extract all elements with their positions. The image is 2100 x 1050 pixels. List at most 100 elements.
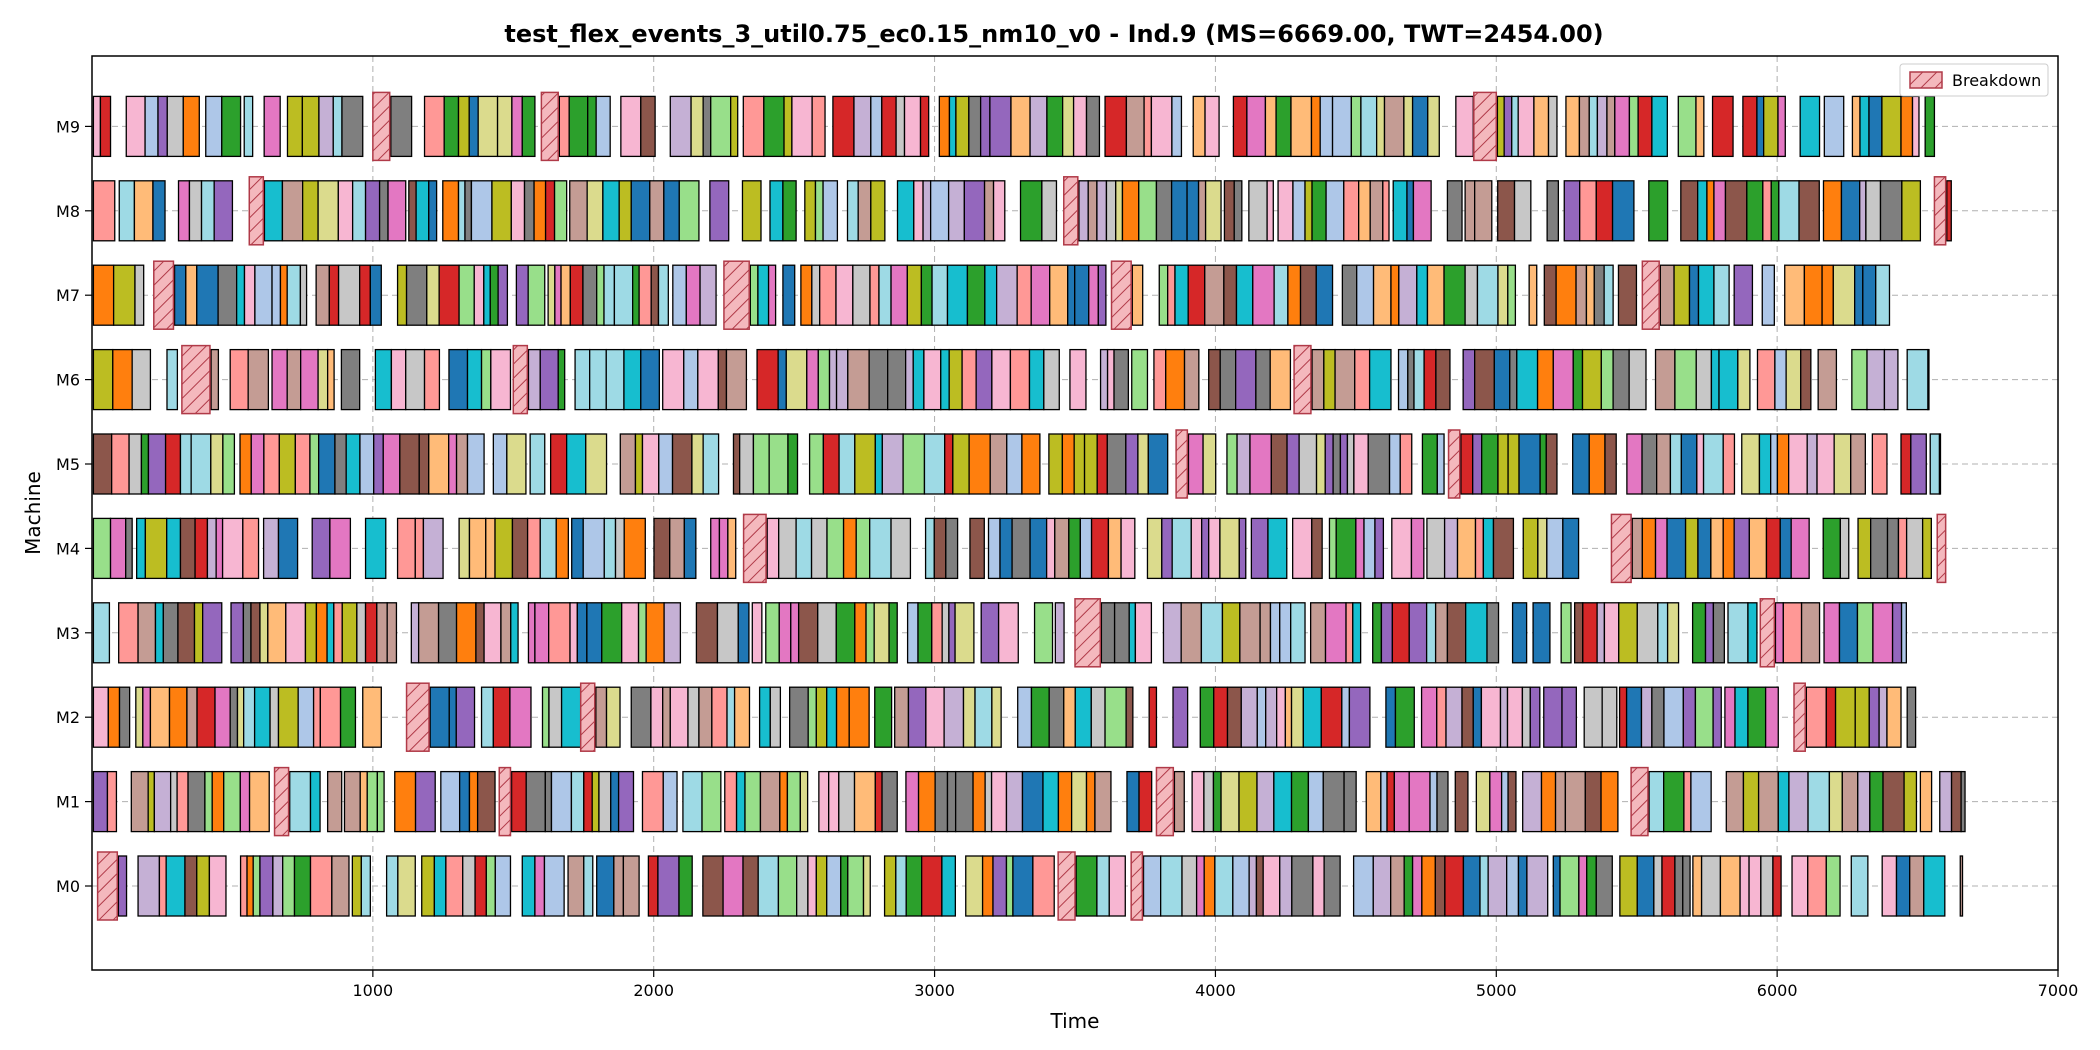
breakdown-bar [1759, 598, 1776, 668]
operation-bar [657, 855, 680, 917]
operation-bar [1341, 686, 1351, 748]
operation-bar [1094, 770, 1112, 833]
operation-bar [1174, 264, 1189, 326]
operation-bar [737, 602, 750, 664]
operation-bar [1543, 264, 1557, 326]
operation-bar [1683, 770, 1692, 833]
operation-bar [1547, 95, 1558, 158]
operation-bar [726, 686, 736, 748]
operation-bar [359, 770, 368, 833]
operation-bar [565, 433, 587, 495]
operation-bar [702, 855, 724, 917]
operation-bar [376, 770, 385, 833]
operation-bar [1807, 770, 1831, 833]
operation-bar [140, 433, 150, 495]
operation-bar [1248, 180, 1268, 242]
operation-bar [1367, 433, 1391, 495]
operation-bar [1499, 686, 1509, 748]
operation-bar [1696, 433, 1705, 495]
operation-bar [811, 264, 821, 326]
operation-bar [1187, 264, 1206, 326]
operation-bar [438, 264, 460, 326]
operation-bar [558, 95, 570, 158]
operation-bar [1256, 770, 1275, 833]
operation-bar [1506, 855, 1520, 917]
operation-bar [1142, 855, 1162, 917]
operation-bar [1924, 95, 1936, 158]
operation-bar [1061, 95, 1075, 158]
operation-bar [1446, 602, 1467, 664]
operation-bar [1856, 602, 1874, 664]
operation-bar [1959, 855, 1964, 917]
operation-bar [787, 433, 799, 495]
operation-bar [883, 855, 897, 917]
y-axis-label: Machine [21, 471, 45, 555]
operation-bar [1083, 433, 1098, 495]
operation-bar [1120, 517, 1136, 580]
operation-bar [1220, 770, 1240, 833]
operation-bar [1290, 686, 1304, 748]
operation-bar [1249, 433, 1272, 495]
operation-bar [417, 602, 440, 664]
operation-bar [428, 433, 450, 495]
operation-bar [534, 602, 550, 664]
operation-bar [1543, 686, 1563, 748]
operation-bar [410, 602, 420, 664]
operation-bar [1171, 95, 1183, 158]
operation-bar [474, 855, 487, 917]
operation-bar [1411, 855, 1423, 917]
operation-bar [1171, 517, 1192, 580]
operation-bar [640, 95, 656, 158]
breakdown-bar [1063, 176, 1079, 246]
operation-bar [585, 433, 608, 495]
operation-bar [756, 348, 779, 411]
operation-bar [641, 433, 660, 495]
operation-bar [286, 95, 304, 158]
operation-bar [1315, 264, 1334, 326]
operation-bar [541, 686, 550, 748]
operation-bar [147, 433, 167, 495]
operation-bar [468, 770, 479, 833]
operation-bar [229, 686, 239, 748]
operation-bar [476, 770, 496, 833]
operation-bar [205, 95, 223, 158]
operation-bar [602, 180, 620, 242]
operation-bar [1309, 602, 1327, 664]
operation-bar [399, 433, 420, 495]
operation-bar [991, 686, 1002, 748]
operation-bar [1267, 517, 1288, 580]
operation-bar [92, 433, 113, 495]
operation-bar [118, 602, 139, 664]
operation-bar [1834, 686, 1856, 748]
operation-bar [832, 95, 855, 158]
operation-bar [1921, 517, 1932, 580]
operation-bar [717, 348, 728, 411]
operation-bar [196, 855, 211, 917]
operation-bar [128, 433, 143, 495]
operation-bar [822, 433, 840, 495]
operation-bar [630, 686, 652, 748]
operation-bar [807, 686, 817, 748]
operation-bar [1734, 686, 1749, 748]
operation-bar [1883, 348, 1899, 411]
operation-bar [1805, 686, 1827, 748]
operation-bar [637, 602, 647, 664]
operation-bar [1420, 686, 1438, 748]
operation-bar [1012, 855, 1034, 917]
operation-bar [1335, 517, 1357, 580]
operation-bar [1162, 602, 1182, 664]
operation-bar [1238, 517, 1247, 580]
operation-bar [620, 95, 642, 158]
operation-bar [1106, 348, 1115, 411]
operation-bar [1677, 95, 1697, 158]
operation-bar [1353, 433, 1369, 495]
operation-bar [804, 180, 817, 242]
operation-bar [1121, 180, 1140, 242]
operation-bar [1480, 686, 1502, 748]
operation-bar [763, 95, 785, 158]
operation-bar [1791, 855, 1809, 917]
operation-bar [309, 855, 333, 917]
operation-bar [1682, 855, 1691, 917]
operation-bar [1090, 517, 1110, 580]
operation-bar [414, 517, 425, 580]
